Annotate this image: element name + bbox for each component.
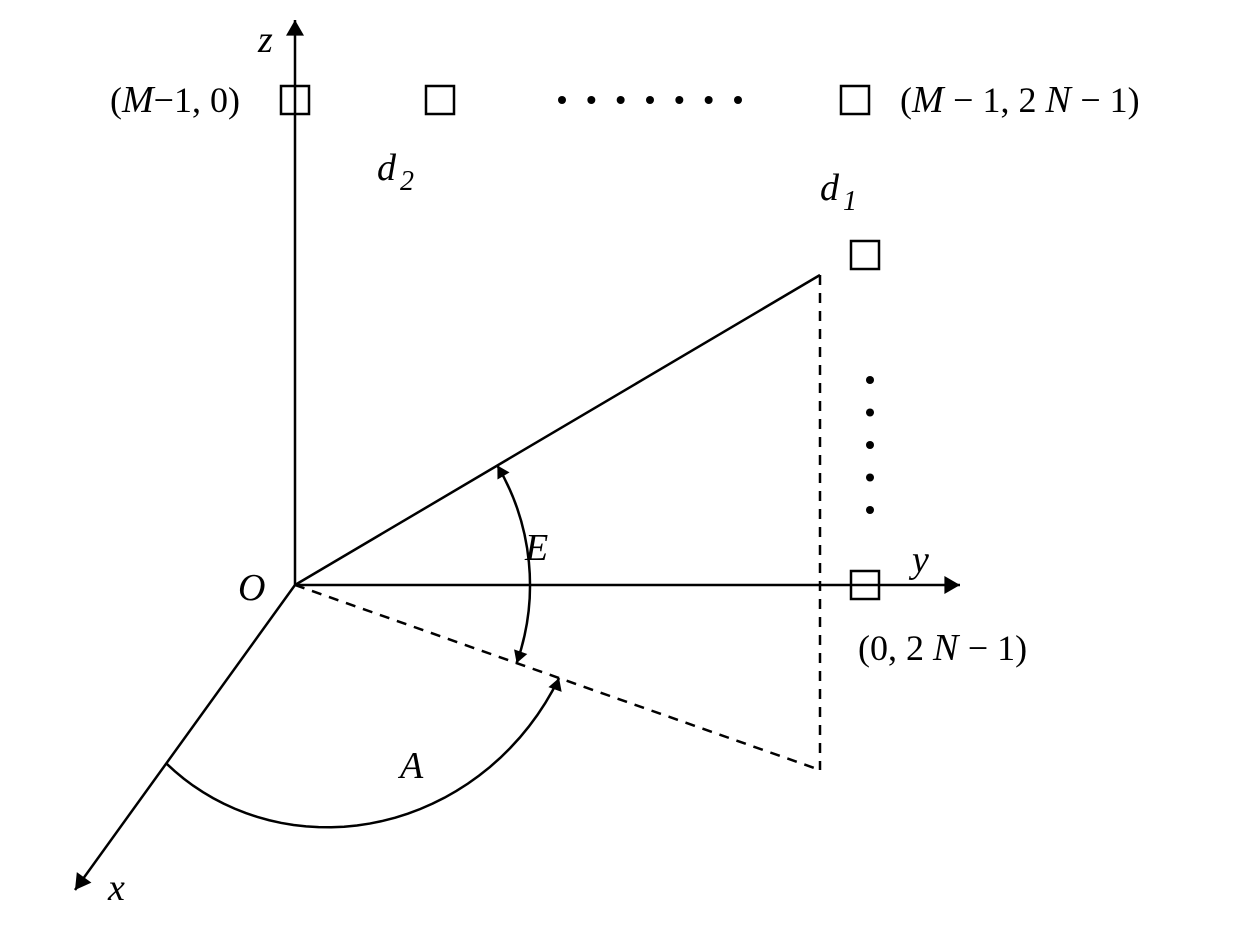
- direction-vector: [295, 275, 820, 585]
- d2-label: d2: [377, 147, 414, 197]
- top-right-coord: (M − 1, 2 N − 1): [900, 79, 1140, 121]
- ellipsis-dot: [866, 506, 874, 514]
- array-element-top-1: [426, 86, 454, 114]
- ellipsis-dot: [558, 96, 566, 104]
- d1-label: d1: [820, 167, 857, 217]
- x-axis: [75, 585, 295, 890]
- azimuth-arc: [166, 678, 559, 827]
- ellipsis-dot: [866, 376, 874, 384]
- ellipsis-dot: [866, 409, 874, 417]
- array-element-top-2: [841, 86, 869, 114]
- ellipsis-dot: [705, 96, 713, 104]
- azimuth-label: A: [397, 745, 424, 787]
- z-axis-label: z: [257, 19, 273, 61]
- ellipsis-dot: [675, 96, 683, 104]
- elevation-label: E: [524, 527, 548, 569]
- ellipsis-dot: [734, 96, 742, 104]
- bottom-right-coord: (0, 2 N − 1): [858, 627, 1027, 669]
- y-axis-label: y: [908, 539, 929, 581]
- ellipsis-dot: [866, 441, 874, 449]
- ellipsis-dot: [866, 474, 874, 482]
- ellipsis-dot: [587, 96, 595, 104]
- projection-ground: [295, 585, 820, 770]
- x-axis-label: x: [107, 867, 125, 909]
- origin-label: O: [238, 567, 265, 609]
- top-left-coord: (M−1, 0): [110, 79, 240, 121]
- ellipsis-dot: [617, 96, 625, 104]
- array-element-right-0: [851, 241, 879, 269]
- ellipsis-dot: [646, 96, 654, 104]
